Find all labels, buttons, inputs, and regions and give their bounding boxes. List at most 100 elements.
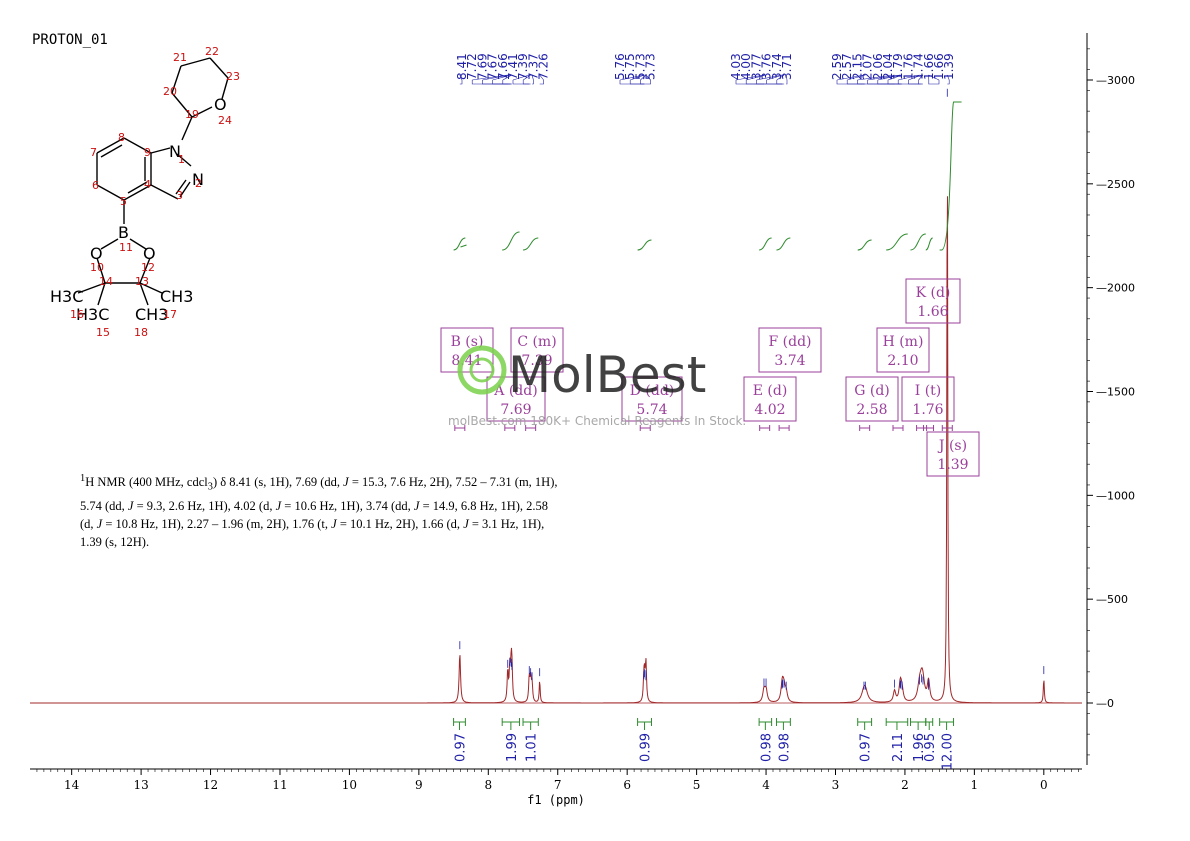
peak-shift-label: 2.15	[850, 53, 864, 80]
peak-leader-line	[619, 74, 644, 81]
peak-leader-line	[459, 74, 463, 81]
x-tick-label: 6	[623, 778, 631, 792]
y-tick-label: —1500	[1096, 386, 1135, 399]
peak-leader-line	[785, 74, 788, 81]
atom-number: 23	[226, 70, 240, 83]
desc-l1: H NMR (400 MHz, cdcl	[85, 475, 208, 490]
y-tick-label: —2500	[1096, 178, 1135, 191]
multiplet-label: G (d)	[854, 383, 890, 399]
molecule-atom-labels: O N N B O O H3C H3C CH3 CH3	[50, 95, 227, 324]
atom-number: 22	[205, 45, 219, 58]
multiplet-shift: 7.39	[521, 353, 552, 369]
atom-number: 9	[144, 146, 151, 159]
atom-b: B	[118, 223, 129, 242]
x-tick-label: 14	[64, 778, 80, 792]
x-tick-label: 3	[832, 778, 840, 792]
peak-leader-line	[836, 74, 865, 81]
atom-number: 20	[163, 85, 177, 98]
peak-leader-line	[472, 74, 508, 81]
peak-leader	[918, 80, 923, 85]
peak-shift-label: 1.66	[922, 53, 936, 80]
integral-value: 1.99	[505, 733, 520, 762]
x-tick-label: 9	[415, 778, 423, 792]
integral-bracket: 0.97	[453, 718, 468, 762]
x-tick-label: 12	[203, 778, 218, 792]
multiplet-box: F (dd) 3.74	[758, 327, 822, 431]
multiplet-label: J (s)	[937, 438, 967, 454]
atom-number: 4	[144, 178, 151, 191]
desc-l2d: = 14.9, 6.8 Hz, 1H), 2.58	[419, 498, 549, 513]
integral-values: 0.97 1.99 1.01 0.99 0.98 0.98 0.97 2.11 1.960.95…	[453, 718, 956, 770]
spectrum-title: PROTON_01	[32, 32, 108, 48]
peak-shift-label: 2.59	[830, 53, 844, 80]
multiplet-label: A (dd)	[493, 383, 537, 399]
watermark-brand: MolBest	[508, 346, 706, 404]
y-tick-label: —1000	[1096, 489, 1135, 502]
peak-shift-label: 1.79	[891, 53, 905, 80]
peak-leader-line	[640, 74, 647, 81]
desc-l2b: = 9.3, 2.6 Hz, 1H), 4.02 (d,	[133, 498, 276, 513]
watermark-tagline: molBest.com 180K+ Chemical Reagents In S…	[448, 414, 746, 428]
atom-number: 10	[90, 261, 104, 274]
peak-leader	[776, 80, 785, 85]
peak-shift-label: 5.73	[644, 53, 658, 80]
peak-shift-label: 3.76	[760, 53, 774, 80]
peak-shift-label: 3.74	[770, 53, 784, 80]
peak-shift-label: 1.74	[912, 53, 926, 80]
peak-leader	[887, 80, 903, 85]
peak-leader-line	[523, 74, 531, 81]
integral-value: 12.00	[941, 733, 956, 770]
peak-leader	[539, 80, 544, 85]
atom-number: 3	[176, 189, 183, 202]
atom-number: 14	[99, 275, 113, 288]
multiplet-label: E (d)	[753, 383, 788, 399]
peak-leader	[908, 80, 922, 85]
integral-curve	[502, 231, 520, 251]
molbest-watermark: MolBest molBest.com 180K+ Chemical Reage…	[448, 345, 746, 428]
desc-l2a: 5.74 (dd,	[80, 498, 128, 513]
x-tick-label: 13	[133, 778, 148, 792]
multiplet-shift: 2.58	[856, 402, 887, 418]
peak-shift-label: 5.76	[613, 53, 627, 80]
y-axis: —0 —500 —1000 —1500 —2000 —2500 —3000	[1086, 33, 1135, 765]
desc-l4: 1.39 (s, 12H).	[80, 534, 150, 549]
peak-leader-line	[492, 74, 512, 81]
atom-n1: N	[169, 142, 181, 161]
atom-number: 6	[92, 179, 99, 192]
integral-curve	[939, 101, 962, 251]
x-tick-label: 11	[272, 778, 287, 792]
integral-value: 0.97	[453, 733, 468, 762]
peak-leader-line	[735, 74, 765, 81]
x-tick-label: 0	[1040, 778, 1048, 792]
peak-shift-label: 2.06	[871, 53, 885, 80]
multiplet-box: K (d) 1.66	[905, 278, 961, 431]
methyl-right: CH3	[160, 287, 193, 306]
peak-leader-line	[645, 74, 651, 81]
peak-leader-line	[947, 74, 950, 81]
x-tick-label: 10	[342, 778, 357, 792]
integral-value: 1.01	[525, 733, 540, 762]
multiplet-label: K (d)	[916, 285, 951, 301]
peak-shift-label: 2.04	[881, 53, 895, 80]
x-tick-label: 1	[971, 778, 979, 792]
integral-bracket: 0.98	[758, 718, 774, 762]
integral-value: 0.97	[859, 733, 874, 762]
atom-o10: O	[90, 244, 103, 263]
desc-j6: J	[331, 516, 337, 531]
multiplet-shift: 1.39	[937, 457, 968, 473]
integral-curve	[453, 237, 466, 251]
atom-number: 12	[141, 261, 155, 274]
desc-l3b: = 10.8 Hz, 1H), 2.27 – 1.96 (m, 2H), 1.7…	[102, 516, 332, 531]
integral-value: 1.96	[912, 733, 927, 762]
atom-number: 5	[120, 195, 127, 208]
peak-shift-label: 1.76	[901, 53, 915, 80]
peak-label-group: 8.417.727.697.677.667.417.397.377.26 5.76…	[455, 53, 956, 85]
peak-shift-label: 8.41	[455, 53, 469, 80]
peak-leader	[928, 80, 940, 85]
desc-j3: J	[275, 498, 282, 513]
multiplet-label: F (dd)	[768, 334, 811, 350]
y-tick-label: —500	[1096, 593, 1128, 606]
peak-leader-line	[766, 74, 783, 81]
integral-bracket: 0.98	[775, 718, 792, 762]
peak-leader-line	[898, 74, 920, 81]
